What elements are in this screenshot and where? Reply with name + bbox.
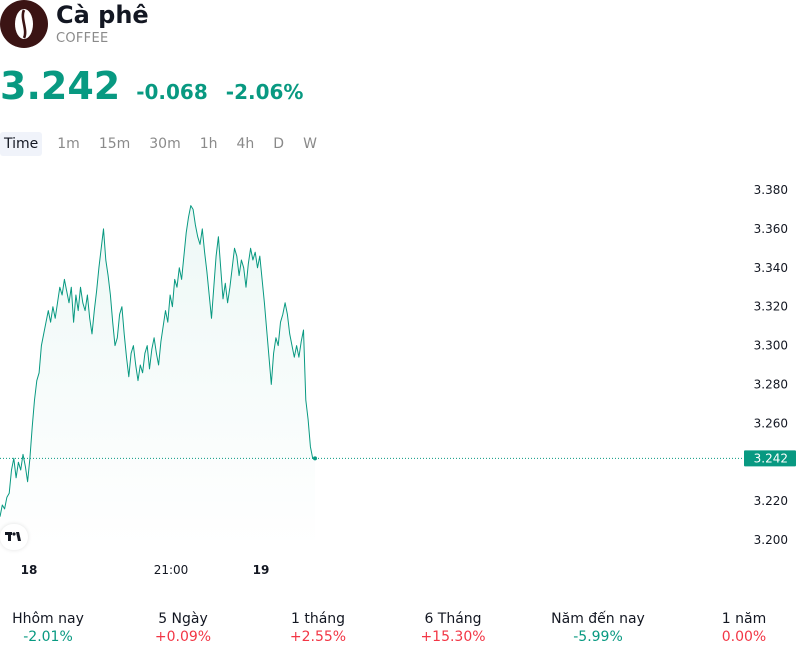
y-tick-label: 3.280	[754, 377, 788, 391]
performance-bar: Hhôm nay -2.01% 5 Ngày +0.09% 1 tháng +2.55% 6…	[0, 611, 800, 651]
performance-label: 6 Tháng	[424, 611, 482, 627]
performance-item[interactable]: 6 Tháng +15.30%	[388, 611, 518, 645]
timeframe-tab[interactable]: 1h	[199, 136, 218, 152]
coffee-bean-icon	[0, 0, 48, 48]
performance-value: -5.99%	[573, 629, 623, 645]
y-tick-label: 3.220	[754, 494, 788, 508]
performance-label: 5 Ngày	[158, 611, 208, 627]
area-fill	[0, 205, 315, 550]
y-tick-label: 3.340	[754, 261, 788, 275]
last-price-dot	[313, 456, 317, 461]
performance-item[interactable]: Hhôm nay -2.01%	[0, 611, 113, 645]
performance-value: 0.00%	[721, 629, 767, 645]
x-tick-label: 21:00	[154, 563, 189, 577]
last-price-badge-label: 3.242	[754, 451, 788, 465]
timeframe-selector: Time 1m 15m 30m 1h 4h D W	[0, 132, 332, 156]
performance-label: Hhôm nay	[12, 611, 84, 627]
performance-value: -2.01%	[23, 629, 73, 645]
timeframe-tab[interactable]: 1m	[57, 136, 80, 152]
price-line[interactable]	[0, 205, 315, 517]
x-tick-label: 18	[21, 563, 38, 577]
price-chart[interactable]: 3.3803.3603.3403.3203.3003.2803.2603.240…	[0, 160, 800, 590]
performance-item[interactable]: 5 Ngày +0.09%	[118, 611, 248, 645]
x-tick-label: 19	[253, 563, 270, 577]
performance-item[interactable]: 1 năm 0.00%	[679, 611, 800, 645]
y-tick-label: 3.320	[754, 300, 788, 314]
performance-item[interactable]: 1 tháng +2.55%	[253, 611, 383, 645]
timeframe-tab[interactable]: 4h	[236, 136, 255, 152]
performance-label: Năm đến nay	[551, 611, 645, 627]
price-change-percent: -2.06%	[225, 80, 304, 104]
y-tick-label: 3.380	[754, 183, 788, 197]
performance-value: +0.09%	[154, 629, 212, 645]
performance-item[interactable]: Năm đến nay -5.99%	[533, 611, 663, 645]
performance-value: +2.55%	[289, 629, 347, 645]
performance-label: 1 năm	[721, 611, 767, 627]
y-tick-label: 3.200	[754, 533, 788, 547]
performance-value: +15.30%	[420, 629, 486, 645]
tradingview-logo-icon[interactable]	[0, 524, 28, 550]
timeframe-tab[interactable]: D	[273, 136, 285, 152]
last-price-badge	[744, 450, 796, 467]
last-price: 3.242	[0, 64, 121, 108]
performance-label: 1 tháng	[290, 611, 346, 627]
timeframe-tab[interactable]: 30m	[149, 136, 181, 152]
price-row: 3.242 -0.068 -2.06%	[0, 64, 303, 108]
y-tick-label: 3.300	[754, 339, 788, 353]
instrument-symbol: COFFEE	[56, 31, 109, 46]
price-change: -0.068	[136, 80, 208, 104]
y-tick-label: 3.360	[754, 222, 788, 236]
y-tick-label: 3.260	[754, 416, 788, 430]
instrument-title: Cà phê	[56, 1, 149, 29]
timeframe-tab[interactable]: 15m	[98, 136, 131, 152]
timeframe-tab[interactable]: W	[303, 136, 317, 152]
timeframe-tab[interactable]: Time	[0, 132, 43, 156]
